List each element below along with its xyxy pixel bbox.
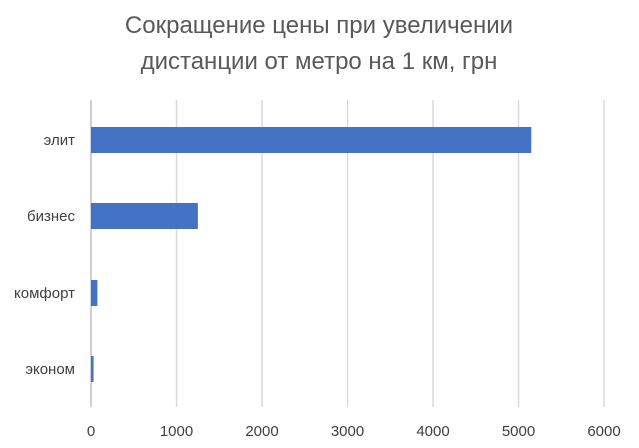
x-tick-label: 4000 [416,423,449,440]
category-label: эконом [25,361,75,378]
chart-title-line-1: Сокращение цены при увеличении [125,12,513,39]
x-tick-labels: 0 1000 2000 3000 4000 5000 6000 [87,423,621,440]
category-label: элит [44,132,75,149]
category-label: бизнес [27,208,75,225]
x-tick-label: 5000 [502,423,535,440]
bar [91,203,198,229]
x-tick-label: 2000 [245,423,278,440]
chart-title-line-2: дистанции от метро на 1 км, грн [141,48,498,75]
category-labels: элит бизнес комфорт эконом [14,132,75,378]
x-tick-label: 6000 [587,423,620,440]
bar [91,356,94,382]
bar [91,280,98,306]
bar [91,127,532,153]
x-tick-label: 0 [87,423,95,440]
x-tick-label: 1000 [160,423,193,440]
x-tick-label: 3000 [331,423,364,440]
category-label: комфорт [14,285,75,302]
bars [91,127,532,382]
